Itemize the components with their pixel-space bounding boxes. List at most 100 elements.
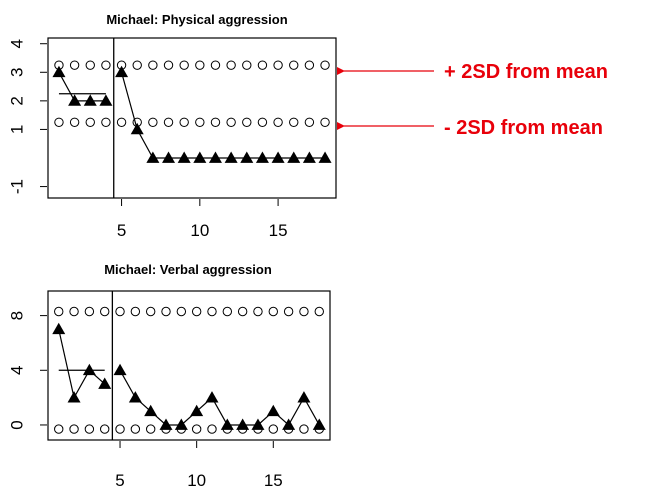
data-point	[282, 418, 296, 430]
lower-control-point	[54, 424, 64, 434]
data-point	[236, 418, 250, 430]
x-tick-label: 5	[115, 471, 124, 490]
data-point	[144, 404, 158, 417]
lower-control-point	[130, 424, 141, 434]
data-point	[113, 363, 127, 376]
upper-control-point	[210, 60, 221, 70]
data-point	[98, 377, 112, 389]
plot-box	[47, 37, 337, 199]
upper-control-point	[304, 60, 315, 70]
lower-control-point	[116, 117, 127, 127]
data-point	[302, 151, 316, 163]
x-tick-label: 15	[269, 221, 288, 240]
annotations: + 2SD from mean - 2SD from mean	[337, 61, 608, 139]
upper-control-point	[253, 306, 263, 317]
x-tick-label: 10	[190, 221, 209, 240]
y-tick-label: 1	[7, 125, 26, 134]
data-point	[240, 151, 254, 163]
physical-aggression-chart: Michael: Physical aggression 5 10 15 -1 1 2 3 4	[7, 12, 337, 240]
data-point	[266, 404, 280, 417]
upper-control-point	[226, 60, 236, 70]
lower-control-point	[163, 117, 174, 127]
upper-control-point	[100, 306, 110, 317]
data-point	[68, 94, 82, 106]
x-tick-label: 10	[187, 471, 206, 490]
data-point	[99, 94, 113, 106]
lower-control-point	[148, 117, 158, 127]
plot-area: 5 10 15 0 4 8	[7, 291, 326, 490]
upper-control-point	[148, 60, 158, 70]
data-point	[312, 418, 326, 430]
data-point	[251, 418, 265, 430]
lower-control-point	[273, 117, 283, 127]
data-point	[82, 363, 96, 376]
upper-control-point	[84, 306, 95, 317]
data-point	[297, 391, 311, 403]
lower-control-point	[69, 117, 80, 127]
y-tick-label: 4	[7, 39, 26, 48]
data-point	[52, 322, 66, 335]
lower-control-point	[320, 117, 330, 127]
annotation-upper-label: + 2SD from mean	[444, 61, 608, 83]
upper-control-point	[130, 306, 141, 317]
lower-control-point	[207, 424, 217, 434]
upper-control-point	[268, 306, 278, 317]
data-point	[67, 391, 81, 403]
upper-control-point	[191, 306, 202, 317]
lower-control-point	[145, 424, 156, 434]
data-point	[162, 151, 176, 163]
data-point	[318, 151, 332, 163]
upper-control-point	[176, 306, 187, 317]
upper-control-point	[242, 60, 252, 70]
y-tick-label: 8	[7, 311, 26, 320]
y-tick-label: 2	[7, 96, 26, 105]
upper-control-point	[237, 306, 248, 317]
y-tick-label: -1	[7, 179, 26, 194]
lower-control-point	[101, 117, 111, 127]
data-point	[220, 418, 234, 430]
lower-control-point	[69, 424, 79, 434]
data-point	[128, 391, 142, 403]
data-point	[115, 65, 129, 78]
lower-control-point	[191, 424, 202, 434]
upper-control-point	[115, 306, 125, 317]
lower-control-point	[268, 424, 278, 434]
lower-control-point	[179, 117, 189, 127]
data-point	[193, 151, 207, 163]
data-point	[130, 122, 144, 135]
plot-box	[47, 290, 331, 441]
data-point	[52, 65, 66, 78]
upper-control-point	[257, 60, 268, 70]
upper-control-point	[314, 306, 324, 317]
upper-control-point	[195, 60, 205, 70]
data-point	[224, 151, 238, 163]
upper-control-point	[299, 306, 309, 317]
lower-control-point	[304, 117, 315, 127]
lower-control-point	[195, 117, 205, 127]
x-tick-label: 15	[264, 471, 283, 490]
upper-control-point	[179, 60, 189, 70]
data-point	[146, 151, 160, 163]
verbal-aggression-chart: Michael: Verbal aggression 5 10 15 0 4 8	[7, 262, 331, 490]
intervention-series-line	[120, 72, 326, 159]
lower-control-point	[115, 424, 125, 434]
upper-control-point	[320, 60, 330, 70]
lower-control-point	[100, 424, 110, 434]
plot-area: 5 10 15 -1 1 2 3 4	[7, 38, 332, 240]
lower-control-point	[210, 117, 221, 127]
upper-control-point	[132, 60, 142, 70]
upper-control-point	[163, 60, 174, 70]
y-tick-label: 0	[7, 420, 26, 429]
upper-control-point	[283, 306, 294, 317]
lower-control-point	[226, 117, 236, 127]
data-point	[205, 391, 219, 403]
lower-control-point	[84, 424, 95, 434]
x-tick-label: 5	[117, 221, 126, 240]
lower-control-point	[85, 117, 95, 127]
upper-control-point	[69, 60, 80, 70]
chart-title: Michael: Verbal aggression	[104, 262, 272, 277]
upper-control-point	[101, 60, 111, 70]
upper-control-point	[54, 306, 64, 317]
chart-title: Michael: Physical aggression	[106, 12, 287, 27]
